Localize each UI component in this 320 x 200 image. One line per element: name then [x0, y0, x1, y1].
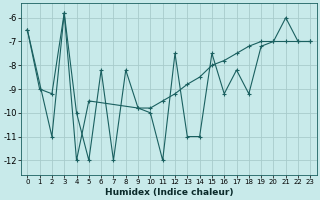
X-axis label: Humidex (Indice chaleur): Humidex (Indice chaleur): [105, 188, 233, 197]
